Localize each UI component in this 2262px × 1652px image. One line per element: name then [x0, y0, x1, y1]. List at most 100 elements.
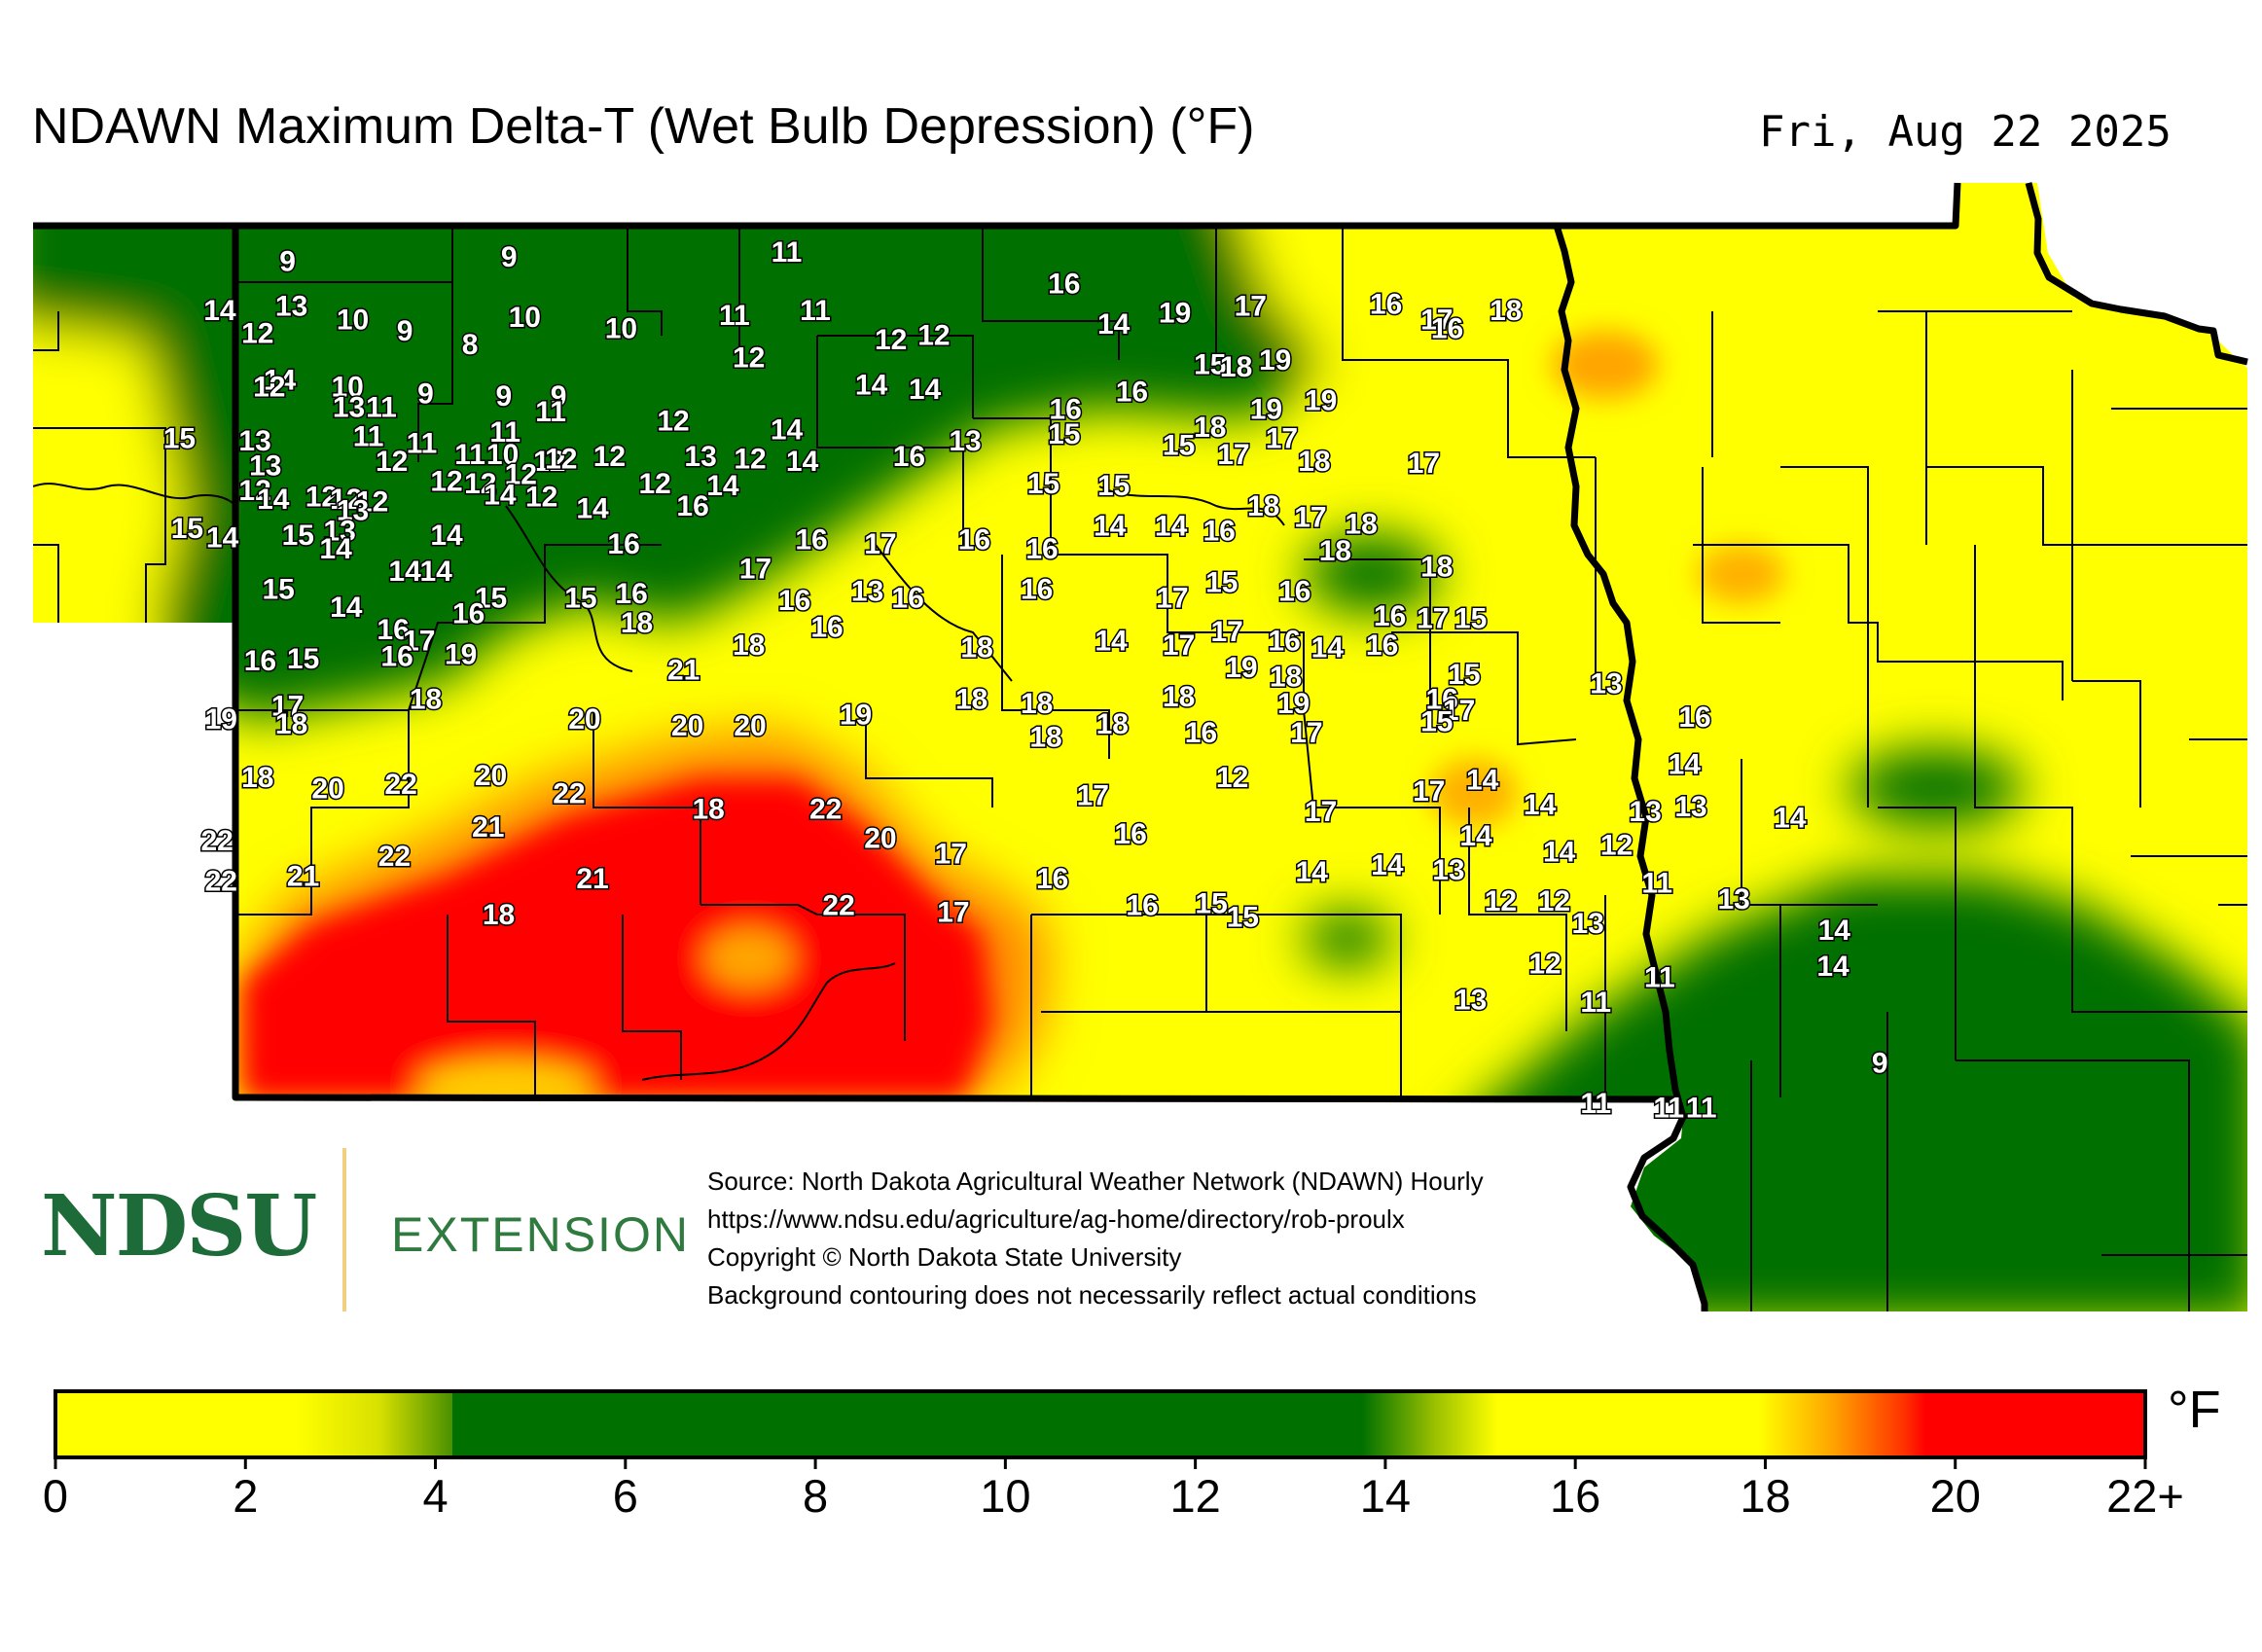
- map-date: Fri, Aug 22 2025: [1759, 107, 2172, 157]
- station-value: 12: [1600, 829, 1633, 861]
- station-value: 9: [1872, 1047, 1888, 1079]
- station-value: 8: [462, 329, 479, 361]
- station-value: 17: [1413, 775, 1445, 808]
- station-value: 11: [1641, 868, 1672, 900]
- station-value: 22: [822, 890, 854, 922]
- station-value: 18: [1029, 722, 1061, 754]
- station-value: 14: [1816, 951, 1849, 983]
- station-value: 16: [778, 585, 810, 617]
- station-value: 18: [483, 899, 515, 931]
- station-value: 11: [366, 391, 397, 423]
- station-value: 14: [1155, 511, 1188, 543]
- station-value: 18: [1298, 446, 1330, 478]
- station-value: 9: [501, 241, 518, 273]
- station-value: 15: [1420, 706, 1453, 738]
- station-value: 15: [475, 583, 507, 615]
- station-value: 19: [1159, 298, 1191, 330]
- station-value: 19: [205, 703, 237, 736]
- station-value: 14: [420, 556, 453, 588]
- station-value: 20: [311, 773, 343, 806]
- station-value: 22: [205, 865, 237, 897]
- legend-tick-label: 4: [422, 1470, 449, 1522]
- station-value: 12: [464, 468, 496, 500]
- station-value: 12: [238, 475, 270, 507]
- page-title: NDAWN Maximum Delta-T (Wet Bulb Depressi…: [32, 98, 1255, 155]
- station-value: 13: [238, 425, 270, 457]
- station-value: 20: [475, 760, 507, 792]
- station-value: 15: [1194, 349, 1226, 381]
- station-value: 13: [275, 291, 307, 323]
- station-value: 17: [1266, 423, 1298, 455]
- station-value: 19: [1259, 344, 1291, 377]
- station-value: 15: [1227, 901, 1259, 933]
- station-value: 12: [376, 446, 408, 478]
- station-value: 11: [454, 439, 485, 471]
- station-value: 17: [1163, 629, 1195, 662]
- station-value: 12: [875, 324, 907, 356]
- legend-tick-label: 6: [612, 1470, 638, 1522]
- station-value: 12: [305, 482, 338, 514]
- station-value: 10: [509, 302, 541, 334]
- station-value: 18: [1490, 295, 1522, 327]
- station-value: 18: [733, 629, 765, 662]
- station-value: 16: [1366, 629, 1398, 662]
- station-value: 15: [1454, 602, 1487, 634]
- station-value: 17: [1420, 304, 1453, 336]
- station-value: 12: [1528, 949, 1561, 981]
- station-value: 14: [319, 533, 352, 565]
- legend-tick-label: 20: [1929, 1470, 1981, 1522]
- station-value: 12: [639, 468, 671, 500]
- station-value: 11: [489, 416, 521, 449]
- station-value: 10: [337, 304, 369, 336]
- station-value: 17: [1235, 291, 1267, 323]
- station-value: 9: [496, 380, 513, 413]
- legend-color-bar: [54, 1389, 2147, 1459]
- station-value: 13: [333, 391, 365, 423]
- station-value: 16: [1203, 515, 1236, 547]
- station-value: 12: [356, 485, 388, 518]
- station-value: 19: [445, 638, 477, 670]
- station-value: 16: [1049, 394, 1081, 426]
- station-value: 18: [275, 708, 307, 740]
- legend-unit: °F: [2168, 1381, 2221, 1439]
- station-value: 17: [1305, 796, 1337, 828]
- station-value: 15: [282, 520, 314, 552]
- station-value: 13: [1432, 854, 1464, 886]
- station-value: 14: [706, 470, 739, 502]
- station-value: 15: [287, 643, 319, 675]
- station-value: 18: [1270, 661, 1302, 693]
- station-value: 9: [551, 380, 567, 413]
- legend-tick-label: 12: [1169, 1470, 1221, 1522]
- station-value: 18: [1194, 412, 1226, 444]
- station-value: 17: [739, 554, 772, 586]
- station-value: 16: [244, 645, 276, 677]
- legend-tick-label: 18: [1740, 1470, 1791, 1522]
- station-value: 12: [505, 459, 537, 491]
- station-value: 16: [1268, 625, 1300, 657]
- station-value: 11: [1653, 1092, 1684, 1124]
- station-value: 12: [1538, 885, 1570, 917]
- station-value: 15: [171, 513, 203, 545]
- source-url: https://www.ndsu.edu/agriculture/ag-home…: [707, 1204, 1405, 1234]
- station-value: 16: [1021, 573, 1053, 605]
- ndsu-logo: NDSU: [41, 1177, 317, 1275]
- station-value: 13: [1572, 908, 1604, 940]
- station-value: 14: [264, 365, 297, 397]
- station-value: 20: [671, 710, 703, 742]
- station-value: 14: [855, 369, 888, 401]
- station-value: 11: [772, 236, 803, 269]
- source-line: Source: North Dakota Agricultural Weathe…: [707, 1167, 1484, 1196]
- station-value: 13: [1674, 791, 1706, 823]
- legend-ticks: [54, 1457, 2147, 1469]
- station-value: 14: [771, 414, 804, 447]
- station-value: 17: [1290, 717, 1322, 749]
- station-value: 22: [201, 825, 233, 857]
- station-value: 10: [332, 372, 364, 404]
- station-value: 13: [323, 515, 355, 547]
- station-value: 15: [1097, 470, 1130, 502]
- station-value: 12: [1485, 885, 1517, 917]
- station-value: 12: [545, 444, 577, 476]
- station-value: 16: [1116, 376, 1148, 408]
- station-value: 11: [1686, 1092, 1717, 1124]
